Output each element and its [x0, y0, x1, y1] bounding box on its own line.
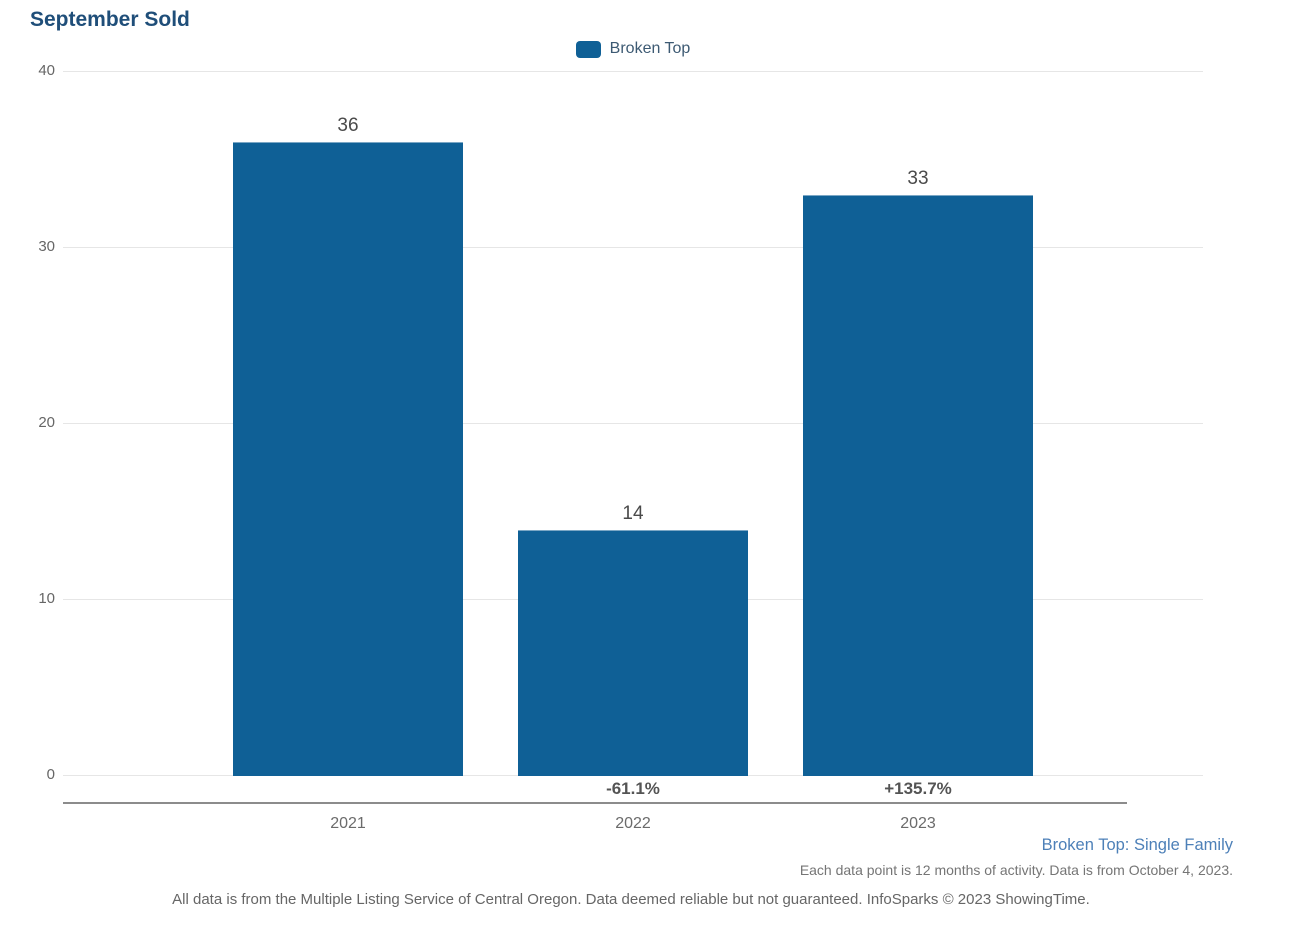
x-category-label: 2021: [330, 815, 366, 832]
bar-value-label: 36: [337, 115, 359, 136]
bar-change-label: -61.1%: [606, 779, 660, 798]
bar-change-label: +135.7%: [884, 779, 952, 798]
bar-2022[interactable]: [518, 530, 748, 776]
x-category-label: 2022: [615, 815, 651, 832]
bar-value-label: 14: [622, 503, 644, 524]
gridline: [63, 423, 1203, 424]
y-tick-label: 40: [38, 62, 55, 79]
y-tick-label: 10: [38, 590, 55, 607]
y-tick-label: 20: [38, 414, 55, 431]
gridline: [63, 247, 1203, 248]
legend-label: Broken Top: [609, 40, 691, 57]
x-axis-line: [63, 802, 1127, 804]
bar-2021[interactable]: [233, 142, 463, 776]
legend-marker-icon: [575, 40, 601, 58]
chart-title: September Sold: [30, 8, 190, 31]
y-tick-label: 0: [46, 766, 55, 783]
x-category-label: 2023: [900, 815, 936, 832]
data-note: Each data point is 12 months of activity…: [799, 862, 1233, 878]
series-note: Broken Top: Single Family: [1041, 836, 1233, 854]
y-tick-label: 30: [38, 238, 55, 255]
legend-item-broken-top[interactable]: Broken Top: [575, 40, 691, 58]
disclaimer: All data is from the Multiple Listing Se…: [172, 891, 1090, 908]
bar-2023[interactable]: [803, 195, 1033, 776]
bar-value-label: 33: [907, 168, 929, 189]
gridline: [63, 71, 1203, 72]
legend: Broken Top: [63, 40, 1203, 58]
